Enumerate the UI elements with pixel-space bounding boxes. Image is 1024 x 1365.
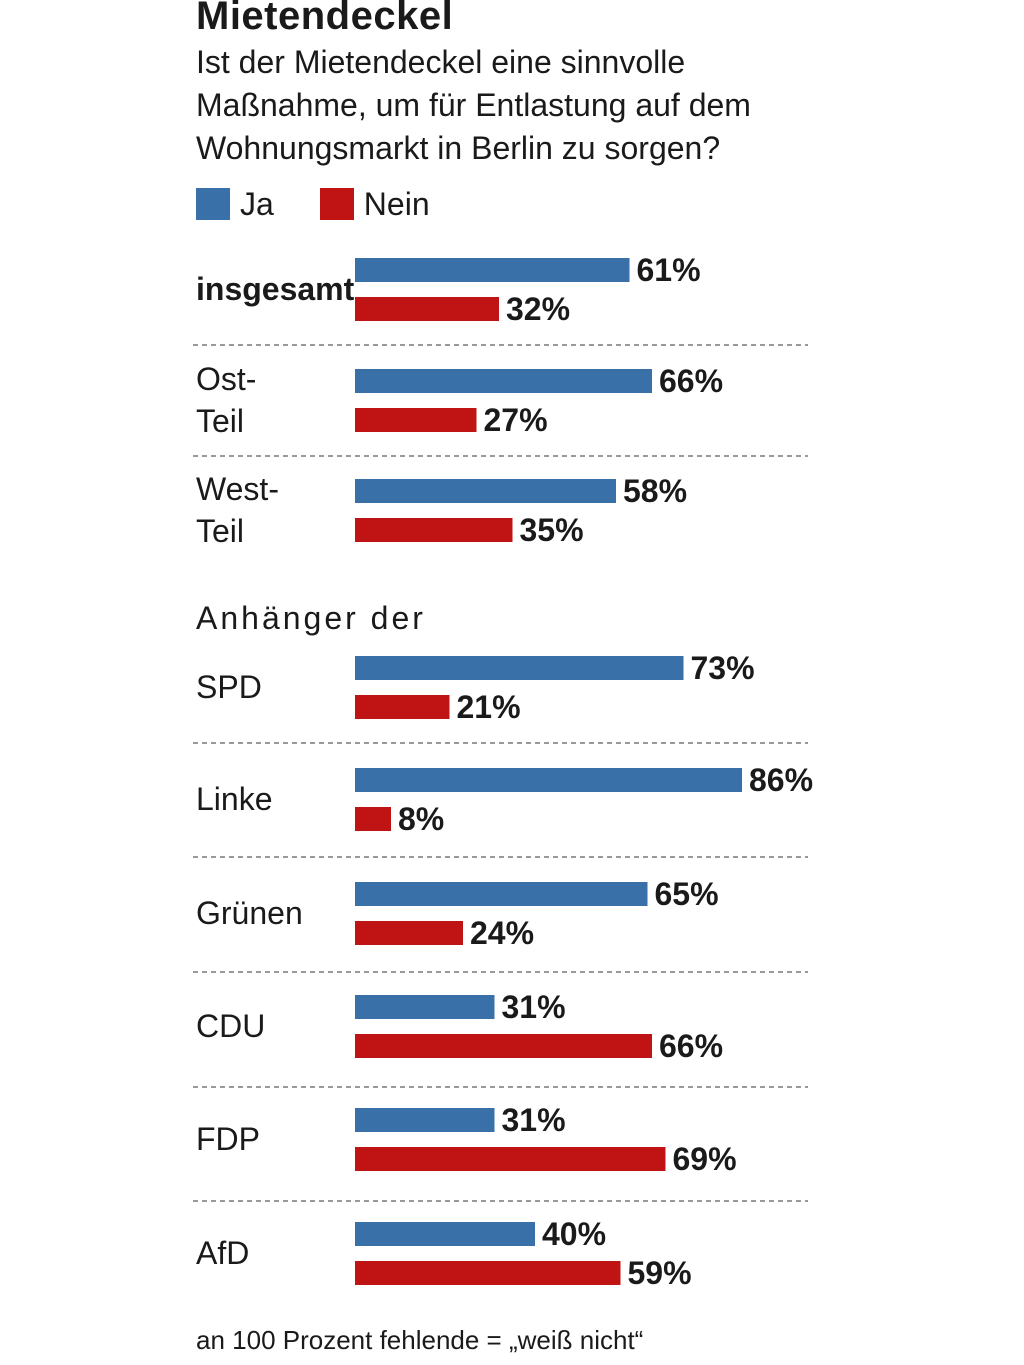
bar-nein-westteil [355, 518, 513, 542]
chart-subtitle-line-2: Maßnahme, um für Entlastung auf dem [196, 87, 751, 123]
value-label-nein-insgesamt: 32% [506, 291, 570, 327]
bar-ja-insgesamt [355, 258, 630, 282]
value-label-ja-ostteil: 66% [659, 363, 723, 399]
bar-ja-linke [355, 768, 742, 792]
legend-item-ja: Ja [196, 184, 274, 224]
value-label-ja-grünen: 65% [655, 876, 719, 912]
value-label-nein-spd: 21% [457, 689, 521, 725]
legend-swatch-ja [196, 188, 230, 220]
bar-nein-insgesamt [355, 297, 499, 321]
value-label-ja-westteil: 58% [623, 473, 687, 509]
row-label-afd: AfD [196, 1234, 250, 1271]
chart-subtitle-line-3: Wohnungsmarkt in Berlin zu sorgen? [196, 130, 721, 166]
value-label-ja-afd: 40% [542, 1216, 606, 1252]
bar-nein-grünen [355, 921, 463, 945]
row-label-westteil: Teil [196, 512, 245, 549]
value-label-ja-spd: 73% [691, 650, 755, 686]
value-label-nein-fdp: 69% [673, 1141, 737, 1177]
bar-nein-afd [355, 1261, 621, 1285]
value-label-nein-grünen: 24% [470, 915, 534, 951]
row-label-fdp: FDP [196, 1120, 260, 1157]
chart-subtitle-line-1: Ist der Mietendeckel eine sinnvolle [196, 44, 686, 80]
value-label-nein-afd: 59% [628, 1255, 692, 1291]
chart-footnote: an 100 Prozent fehlende = „weiß nicht“ [196, 1325, 644, 1355]
legend-item-nein: Nein [319, 184, 430, 224]
row-label-ostteil: Teil [196, 402, 245, 439]
bar-nein-fdp [355, 1147, 666, 1171]
value-label-ja-cdu: 31% [502, 989, 566, 1025]
row-label-ostteil: Ost- [196, 360, 257, 397]
legend-label-ja: Ja [240, 186, 274, 222]
bar-ja-ostteil [355, 369, 652, 393]
value-label-nein-westteil: 35% [520, 512, 584, 548]
bar-ja-fdp [355, 1108, 495, 1132]
row-label-spd: SPD [196, 668, 262, 705]
legend-label-nein: Nein [363, 186, 430, 222]
bar-nein-linke [355, 807, 391, 831]
bar-nein-ostteil [355, 408, 477, 432]
bar-ja-westteil [355, 479, 616, 503]
value-label-nein-linke: 8% [398, 801, 444, 837]
bar-nein-cdu [355, 1034, 652, 1058]
bar-ja-afd [355, 1222, 535, 1246]
section-title-supporters: Anhänger der [196, 600, 426, 636]
value-label-nein-ostteil: 27% [484, 402, 548, 438]
bar-ja-spd [355, 656, 684, 680]
value-label-ja-fdp: 31% [502, 1102, 566, 1138]
legend-swatch-nein [319, 188, 354, 220]
row-label-insgesamt: insgesamt [196, 270, 355, 307]
row-label-cdu: CDU [196, 1007, 266, 1044]
row-label-grünen: Grünen [196, 894, 303, 931]
chart-title: Mietendeckel [196, 0, 454, 38]
row-label-westteil: West- [196, 470, 279, 507]
bar-ja-cdu [355, 995, 495, 1019]
chart-legend: Ja Nein [196, 182, 476, 226]
bar-ja-grünen [355, 882, 648, 906]
row-label-linke: Linke [196, 780, 273, 817]
value-label-ja-linke: 86% [749, 762, 813, 798]
value-label-ja-insgesamt: 61% [637, 252, 701, 288]
bar-nein-spd [355, 695, 450, 719]
value-label-nein-cdu: 66% [659, 1028, 723, 1064]
